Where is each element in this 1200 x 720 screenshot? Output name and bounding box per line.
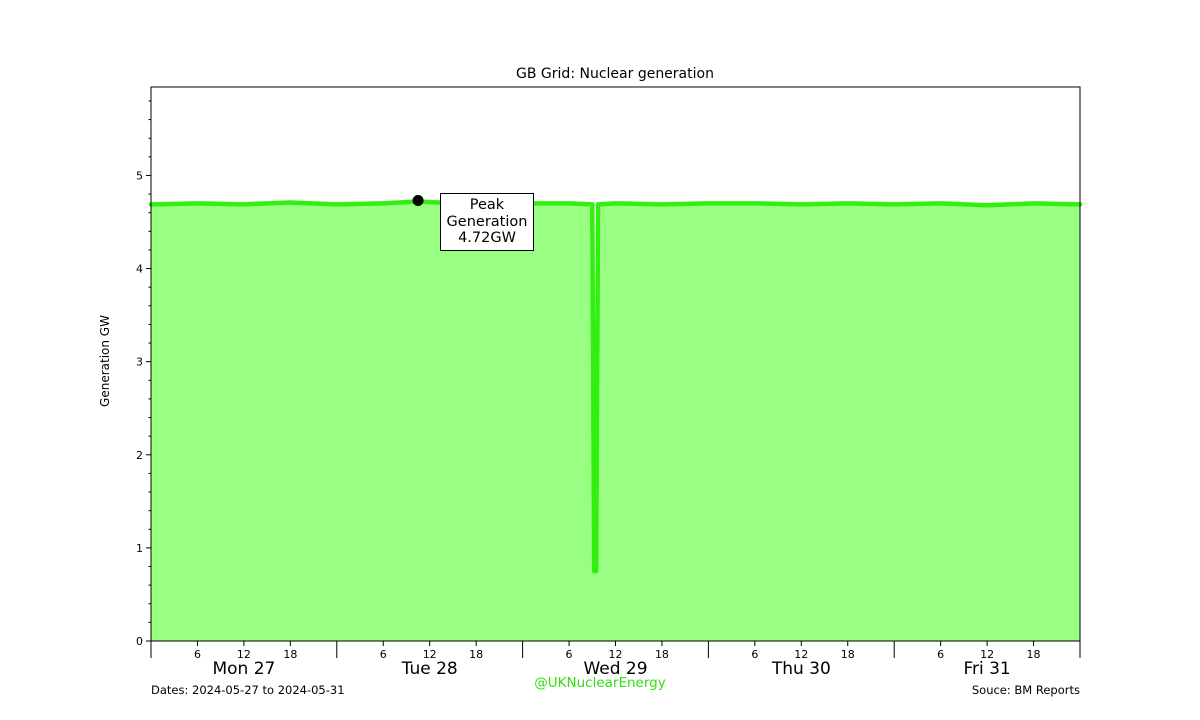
y-tick-label: 3	[136, 356, 143, 369]
day-label: Fri 31	[963, 659, 1010, 679]
generation-area	[151, 201, 1080, 641]
hour-tick-label: 12	[237, 648, 251, 661]
day-label: Mon 27	[212, 659, 275, 679]
chart-title: GB Grid: Nuclear generation	[516, 66, 714, 82]
peak-annotation-text: Peak Generation 4.72GW	[446, 197, 528, 247]
hour-tick-label: 18	[655, 648, 669, 661]
hour-tick-label: 6	[194, 648, 201, 661]
y-tick-label: 2	[136, 449, 143, 462]
hour-tick-label: 12	[423, 648, 437, 661]
hour-tick-label: 6	[937, 648, 944, 661]
generation-line	[148, 199, 1083, 574]
source-caption: Souce: BM Reports	[971, 683, 1080, 697]
dates-caption: Dates: 2024-05-27 to 2024-05-31	[151, 683, 345, 697]
y-tick-label: 1	[136, 542, 143, 555]
y-tick-label: 5	[136, 169, 143, 182]
peak-marker	[412, 195, 424, 207]
peak-annotation: Peak Generation 4.72GW	[440, 193, 534, 251]
day-label: Wed 29	[583, 659, 647, 679]
y-axis-label: Generation GW	[98, 315, 112, 407]
hour-tick-label: 6	[751, 648, 758, 661]
hour-tick-label: 18	[283, 648, 297, 661]
hour-tick-label: 18	[1027, 648, 1041, 661]
hour-tick-label: 12	[980, 648, 994, 661]
day-label: Thu 30	[771, 659, 831, 679]
hour-tick-label: 12	[609, 648, 623, 661]
hour-tick-label: 12	[794, 648, 808, 661]
hour-tick-label: 6	[566, 648, 573, 661]
day-label: Tue 28	[401, 659, 458, 679]
hour-tick-label: 18	[841, 648, 855, 661]
y-tick-label: 0	[136, 635, 143, 648]
watermark-handle: @UKNuclearEnergy	[534, 675, 666, 691]
hour-tick-label: 18	[469, 648, 483, 661]
hour-tick-label: 6	[380, 648, 387, 661]
y-tick-label: 4	[136, 263, 143, 276]
